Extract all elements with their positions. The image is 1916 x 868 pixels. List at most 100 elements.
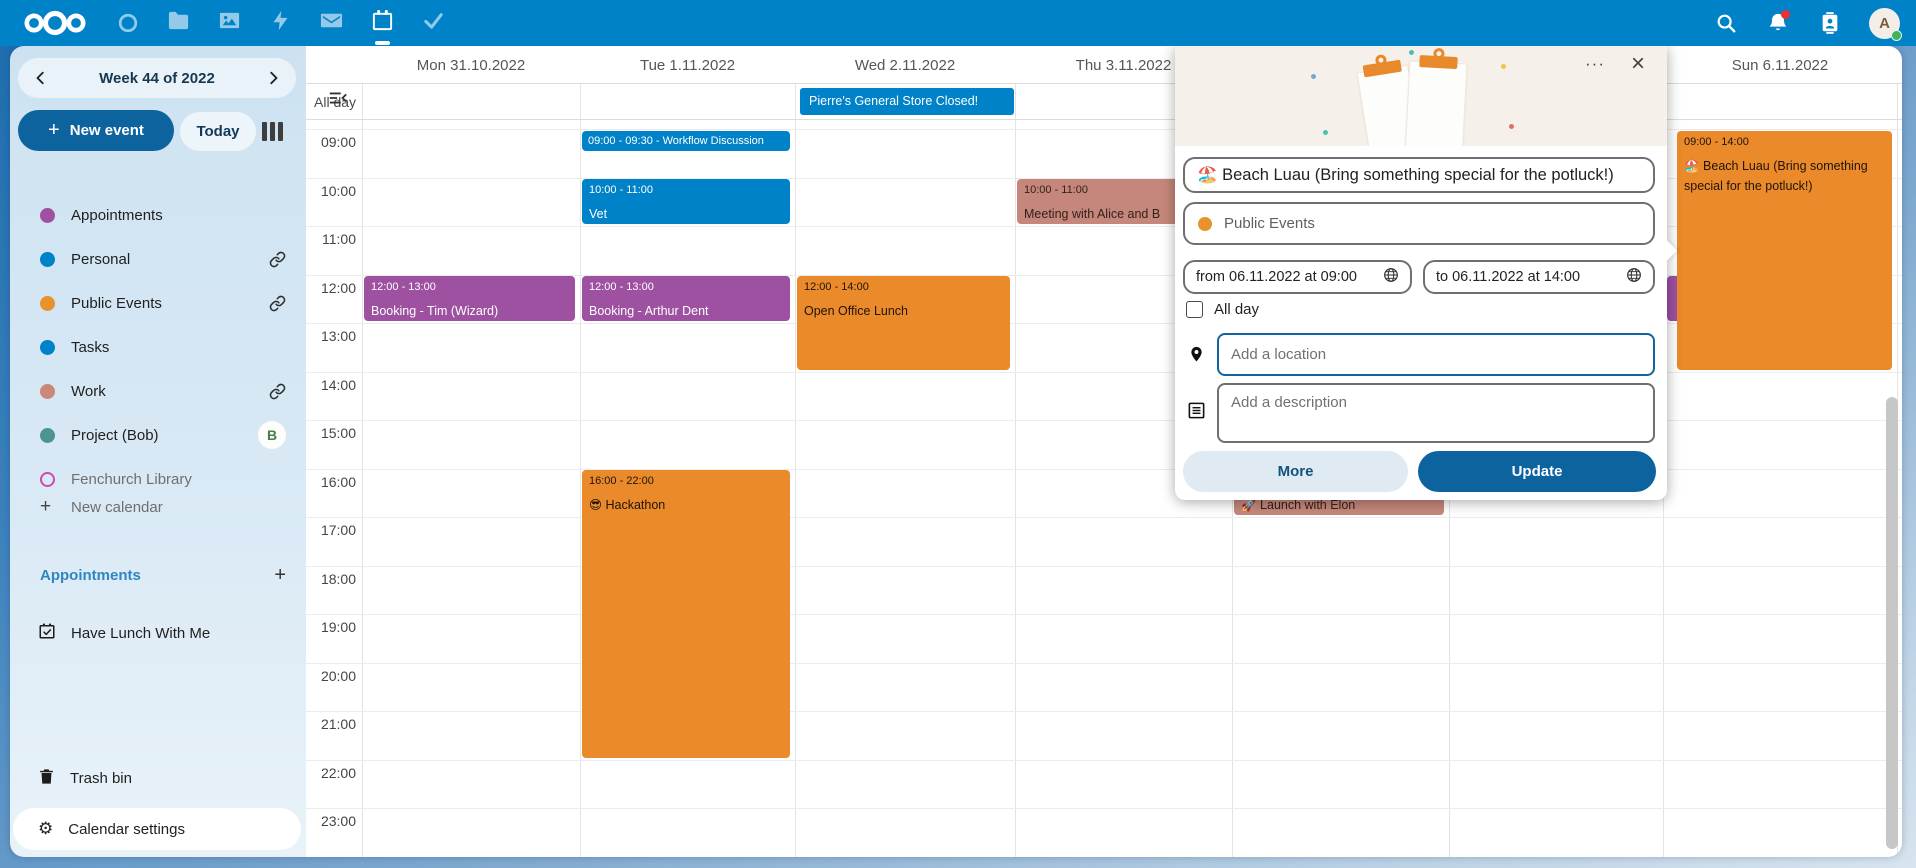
share-link-icon[interactable] — [269, 251, 286, 268]
app-content: Week 44 of 2022 + New event Today Appoin… — [10, 46, 1902, 857]
all-day-checkbox[interactable]: All day — [1186, 301, 1259, 318]
sidebar-calendar-public-events[interactable]: Public Events — [10, 281, 306, 325]
day-header: Thu 3.11.2022 — [1075, 57, 1172, 74]
day-header: Sun 6.11.2022 — [1731, 57, 1829, 74]
notification-unread-dot — [1781, 10, 1790, 19]
sidebar-calendar-personal[interactable]: Personal — [10, 237, 306, 281]
trash-bin-label: Trash bin — [70, 769, 132, 787]
appointment-config-label: Have Lunch With Me — [71, 624, 211, 642]
event-block[interactable]: 12:00 - 13:00 Booking - Arthur Dent — [582, 276, 790, 321]
calendar-select[interactable]: Public Events — [1183, 202, 1655, 245]
allday-event[interactable]: Pierre's General Store Closed! — [800, 88, 1014, 115]
app-calendar[interactable] — [369, 9, 396, 45]
app-tasks[interactable] — [420, 10, 447, 37]
event-block[interactable]: 16:00 - 22:00 😎 Hackathon — [582, 470, 790, 758]
event-block[interactable]: 12:00 - 13:00 Booking - Tim (Wizard) — [364, 276, 575, 321]
time-label: 20:00 — [320, 667, 356, 684]
calendar-color-dot[interactable] — [40, 295, 55, 311]
app-photos[interactable] — [216, 10, 243, 37]
app-menu — [114, 9, 447, 45]
week-view-columns-icon[interactable] — [262, 122, 283, 141]
popup-more-options-icon[interactable]: ··· — [1585, 54, 1605, 73]
calendar-list: Appointments Personal Public Events Tasks Wo… — [10, 193, 306, 501]
contacts-icon[interactable] — [1817, 10, 1843, 36]
hour-gridline — [306, 226, 1902, 227]
calendar-label: Tasks — [71, 338, 110, 356]
calendar-select-value: Public Events — [1224, 215, 1315, 232]
time-label: 15:00 — [320, 425, 356, 441]
update-button[interactable]: Update — [1418, 451, 1656, 492]
hour-gridline — [306, 808, 1902, 809]
more-button[interactable]: More — [1183, 451, 1408, 492]
search-icon[interactable] — [1713, 10, 1739, 36]
event-block[interactable]: 12:00 - 14:00 Open Office Lunch — [797, 276, 1010, 370]
share-link-icon[interactable] — [269, 383, 286, 400]
new-calendar-button[interactable]: + New calendar — [10, 487, 306, 527]
sidebar-calendar-fenchurch-library[interactable]: Fenchurch Library — [10, 457, 306, 501]
event-start-input[interactable]: from 06.11.2022 at 09:00 — [1183, 260, 1412, 294]
time-label: 23:00 — [320, 813, 356, 829]
time-label: 17:00 — [320, 522, 356, 538]
gear-icon: ⚙ — [38, 819, 54, 839]
app-mail[interactable] — [318, 10, 345, 37]
calendar-color-dot[interactable] — [40, 339, 55, 355]
calendar-label: Personal — [71, 250, 131, 268]
event-title: Booking - Arthur Dent — [589, 304, 709, 318]
previous-week-button[interactable] — [32, 69, 50, 87]
event-title: Open Office Lunch — [804, 304, 909, 318]
column-divider — [795, 84, 796, 857]
new-calendar-label: New calendar — [71, 498, 163, 516]
app-files[interactable] — [165, 10, 192, 37]
share-link-icon[interactable] — [269, 295, 286, 312]
popup-close-icon[interactable]: × — [1630, 50, 1645, 77]
description-input[interactable] — [1217, 383, 1655, 443]
folder-icon — [167, 9, 190, 37]
app-dashboard[interactable] — [114, 10, 141, 37]
collapse-allday-icon[interactable] — [328, 90, 348, 111]
appointment-config-item[interactable]: Have Lunch With Me — [10, 616, 306, 650]
calendar-body: All day Pierre's General Store Closed! 0… — [306, 84, 1902, 857]
calendar-color-dot[interactable] — [40, 251, 55, 267]
mail-icon — [320, 9, 343, 37]
app-activity[interactable] — [267, 10, 294, 37]
event-time: 12:00 - 14:00 — [804, 281, 869, 293]
location-input[interactable] — [1217, 333, 1655, 376]
calendar-color-dot[interactable] — [40, 383, 55, 399]
sidebar-calendar-tasks[interactable]: Tasks — [10, 325, 306, 369]
event-title: 🚀 Launch with Elon — [1241, 498, 1356, 512]
event-block[interactable]: 10:00 - 11:00 Vet — [582, 179, 790, 224]
time-label: 22:00 — [320, 764, 356, 781]
calendar-color-dot[interactable] — [40, 207, 55, 223]
event-block[interactable]: 09:00 - 09:30 - Workflow Discussion — [582, 130, 790, 152]
next-week-button[interactable] — [264, 69, 282, 87]
sidebar-calendar-work[interactable]: Work — [10, 369, 306, 413]
calendar-label: Fenchurch Library — [71, 470, 192, 488]
sidebar-calendar-appointments[interactable]: Appointments — [10, 193, 306, 237]
sidebar-calendar-project-bob[interactable]: Project (Bob) B — [10, 413, 306, 457]
calendar-color-dot[interactable] — [40, 427, 55, 443]
calendar-settings-button[interactable]: ⚙ Calendar settings — [13, 808, 301, 850]
event-time: 12:00 - 13:00 — [589, 281, 654, 293]
new-event-button[interactable]: + New event — [18, 110, 174, 151]
add-appointment-config-button[interactable]: + — [274, 564, 286, 586]
today-button[interactable]: Today — [180, 112, 256, 151]
vertical-scrollbar[interactable] — [1886, 397, 1898, 849]
event-title: 😎 Hackathon — [589, 498, 666, 512]
timezone-globe-icon[interactable] — [1383, 267, 1399, 287]
timezone-globe-icon[interactable] — [1626, 267, 1642, 287]
event-title: Vet — [589, 207, 608, 221]
event-block[interactable]: 09:00 - 14:00 🏖️ Beach Luau (Bring someth… — [1677, 130, 1892, 370]
user-avatar[interactable]: A — [1869, 7, 1902, 41]
trash-bin-button[interactable]: Trash bin — [10, 761, 306, 795]
hour-gridline — [306, 759, 1902, 761]
nextcloud-logo[interactable] — [22, 10, 88, 36]
time-label: 21:00 — [320, 716, 356, 732]
week-navigation: Week 44 of 2022 — [18, 58, 296, 98]
event-end-input[interactable]: to 06.11.2022 at 14:00 — [1423, 260, 1655, 294]
time-grid[interactable]: 09:00 10:00 11:00 12:00 13:00 14:00 15:00 16:00… — [306, 120, 1902, 857]
event-start-value: from 06.11.2022 at 09:00 — [1196, 269, 1357, 285]
topbar: A — [0, 0, 1916, 46]
event-title-input[interactable]: 🏖️ Beach Luau (Bring something special f… — [1183, 157, 1655, 193]
notifications-bell-icon[interactable] — [1765, 10, 1791, 36]
calendar-ring-unchecked[interactable] — [40, 471, 55, 487]
